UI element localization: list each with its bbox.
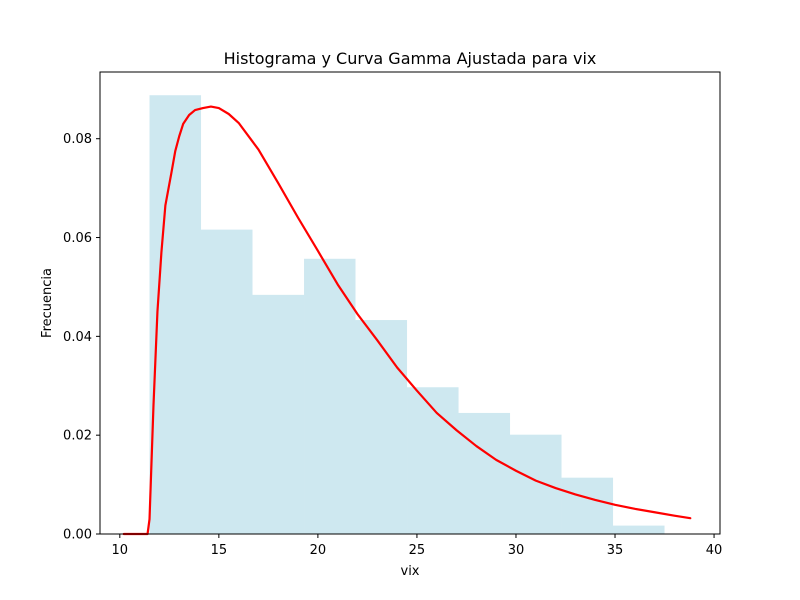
y-tick-label: 0.08 [63, 132, 92, 147]
histogram-bar [458, 412, 511, 534]
histogram-bar [561, 477, 614, 534]
histogram-bar [510, 434, 562, 534]
x-tick-label: 35 [607, 543, 624, 558]
histogram-bar [355, 320, 408, 534]
plot-frame [99, 71, 721, 535]
histogram-bars [149, 95, 665, 535]
x-axis-ticks: 10 15 20 25 30 35 40 [112, 534, 723, 558]
x-tick-label: 30 [508, 543, 525, 558]
y-tick-label: 0.04 [63, 330, 92, 345]
y-tick-label: 0.00 [63, 528, 92, 543]
x-tick-label: 15 [211, 543, 228, 558]
histogram-bar [407, 387, 459, 534]
gamma-curve [122, 105, 692, 536]
y-axis-label: Frecuencia [40, 268, 55, 338]
histogram-bar [201, 229, 253, 534]
y-axis-ticks: 0.00 0.02 0.04 0.06 0.08 [63, 132, 100, 543]
x-tick-label: 10 [112, 543, 129, 558]
x-tick-label: 20 [310, 543, 327, 558]
x-axis-label: vix [401, 564, 420, 579]
gamma-curve-layer [122, 105, 692, 536]
histogram-bar [304, 258, 356, 534]
histogram-bar [613, 525, 665, 534]
y-tick-label: 0.06 [63, 231, 92, 246]
chart-title: Histograma y Curva Gamma Ajustada para v… [224, 49, 597, 68]
y-tick-label: 0.02 [63, 429, 92, 444]
histogram-bar [252, 294, 305, 534]
x-tick-label: 25 [409, 543, 426, 558]
x-tick-label: 40 [706, 543, 723, 558]
